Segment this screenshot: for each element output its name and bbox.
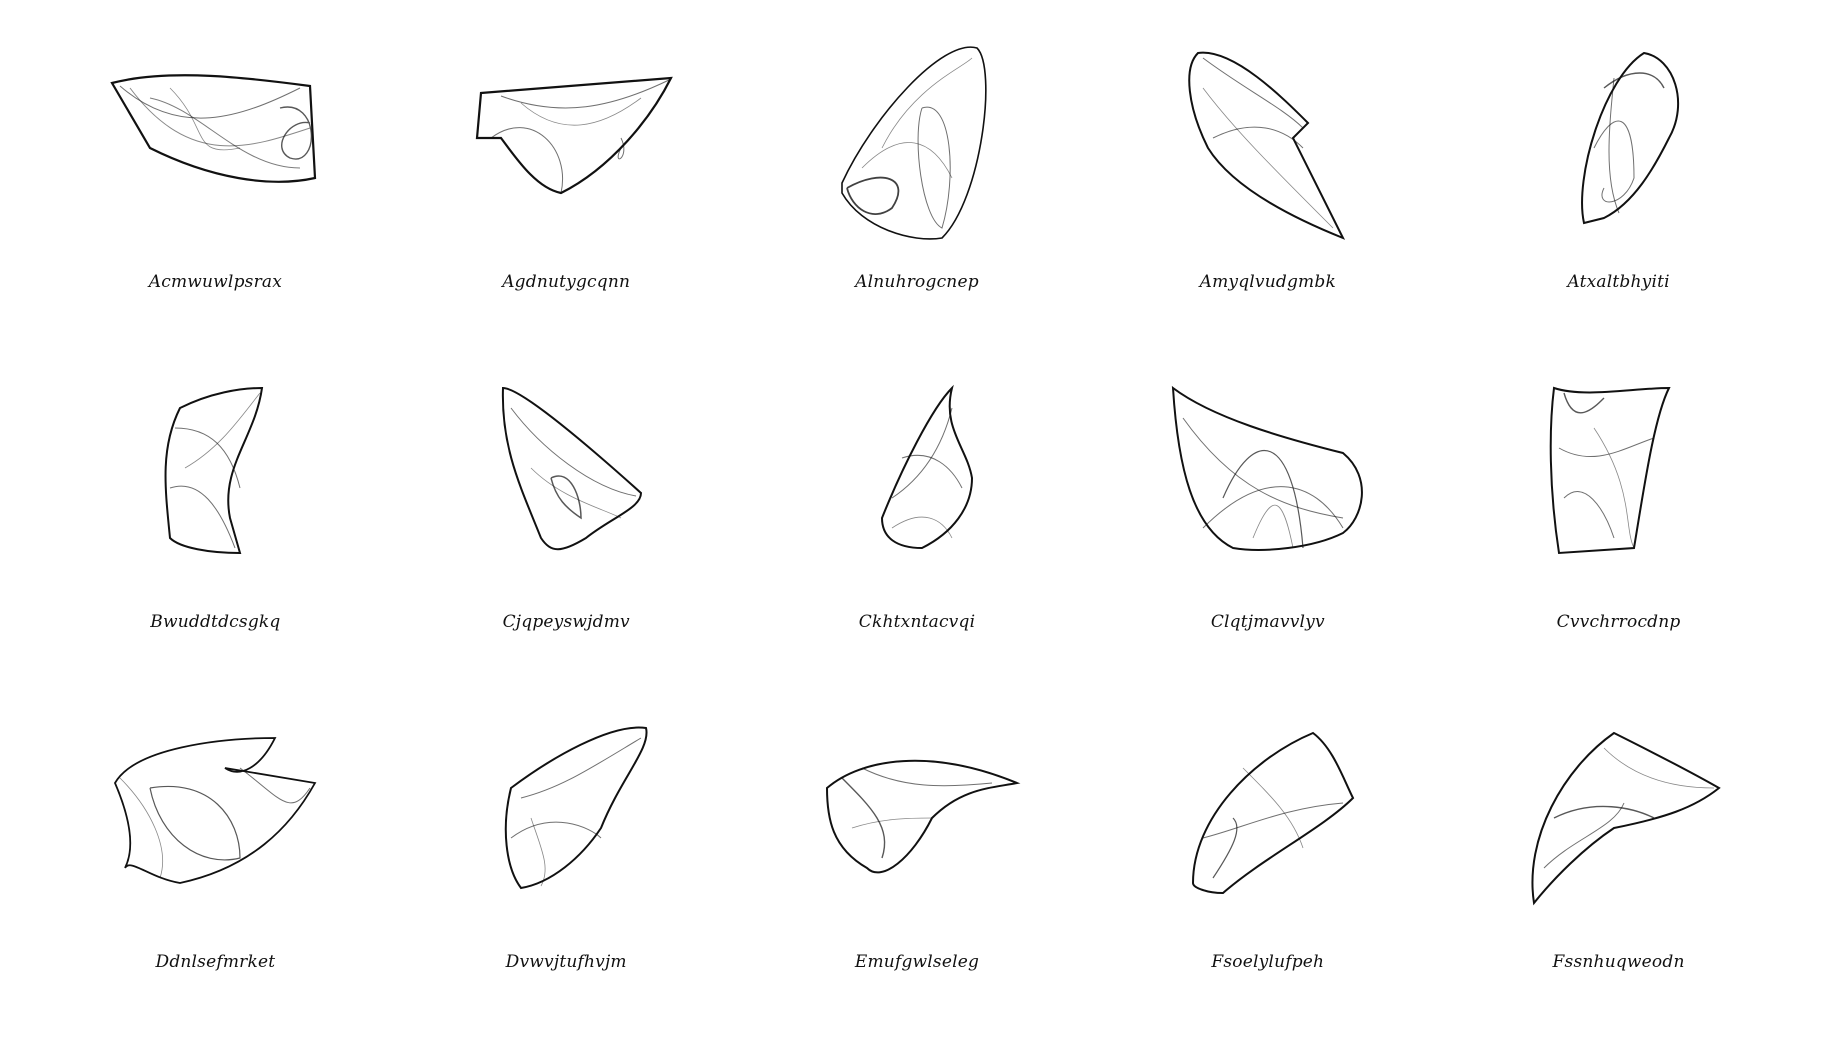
attractor-card: Emufgwlseleg — [742, 708, 1093, 1048]
attractor-figure — [1191, 731, 1354, 895]
attractor-name: Ddnlsefmrket — [155, 952, 276, 972]
attractor-card: Clqtjmavvlyv — [1092, 368, 1443, 708]
attractor-name: Fssnhuqweodn — [1552, 952, 1685, 972]
attractor-card: Cjqpeyswjdmv — [391, 368, 742, 708]
attractor-figure — [504, 726, 648, 890]
attractor-card: Ddnlsefmrket — [40, 708, 391, 1048]
attractor-figure — [502, 386, 643, 551]
attractor-name: Alnuhrogcnep — [855, 272, 979, 292]
attractor-name: Ckhtxntacvqi — [858, 612, 976, 632]
attractor-card: Atxaltbhyiti — [1443, 28, 1794, 368]
attractor-card: Dvwvjtufhvjm — [391, 708, 742, 1048]
attractor-name: Dvwvjtufhvjm — [505, 952, 627, 972]
attractor-figure — [475, 76, 674, 195]
attractor-card: Cvvchrrocdnp — [1443, 368, 1794, 708]
attractor-figure — [880, 384, 973, 550]
attractor-card: Agdnutygcqnn — [391, 28, 742, 368]
attractor-card: Amyqlvudgmbk — [1092, 28, 1443, 368]
attractor-figure — [114, 737, 317, 884]
attractor-figure — [1171, 385, 1363, 551]
attractor-name: Emufgwlseleg — [854, 952, 980, 972]
attractor-figure — [1549, 386, 1671, 555]
attractor-name: Atxaltbhyiti — [1567, 272, 1670, 292]
attractor-name: Bwuddtdcsgkq — [150, 612, 281, 632]
attractor-figure — [825, 759, 1021, 874]
attractor-card: Acmwuwlpsrax — [40, 28, 391, 368]
attractor-figure — [1531, 731, 1721, 906]
attractor-card: Bwuddtdcsgkq — [40, 368, 391, 708]
attractor-figure — [1188, 51, 1345, 240]
attractor-figure — [841, 46, 987, 240]
attractor-name: Agdnutygcqnn — [502, 272, 631, 292]
attractor-name: Acmwuwlpsrax — [148, 272, 283, 292]
attractor-figure — [164, 386, 264, 555]
attractor-name: Cjqpeyswjdmv — [502, 612, 630, 632]
attractor-card: Fsoelylufpeh — [1092, 708, 1443, 1048]
attractor-figure — [110, 74, 317, 183]
attractor-name: Amyqlvudgmbk — [1199, 272, 1336, 292]
attractor-name: Clqtjmavvlyv — [1210, 612, 1325, 632]
attractor-card: Ckhtxntacvqi — [742, 368, 1093, 708]
attractor-name: Fsoelylufpeh — [1211, 952, 1325, 972]
attractor-figure — [1580, 51, 1679, 225]
attractor-name: Cvvchrrocdnp — [1556, 612, 1681, 632]
attractor-card: Alnuhrogcnep — [742, 28, 1093, 368]
attractor-card: Fssnhuqweodn — [1443, 708, 1794, 1048]
